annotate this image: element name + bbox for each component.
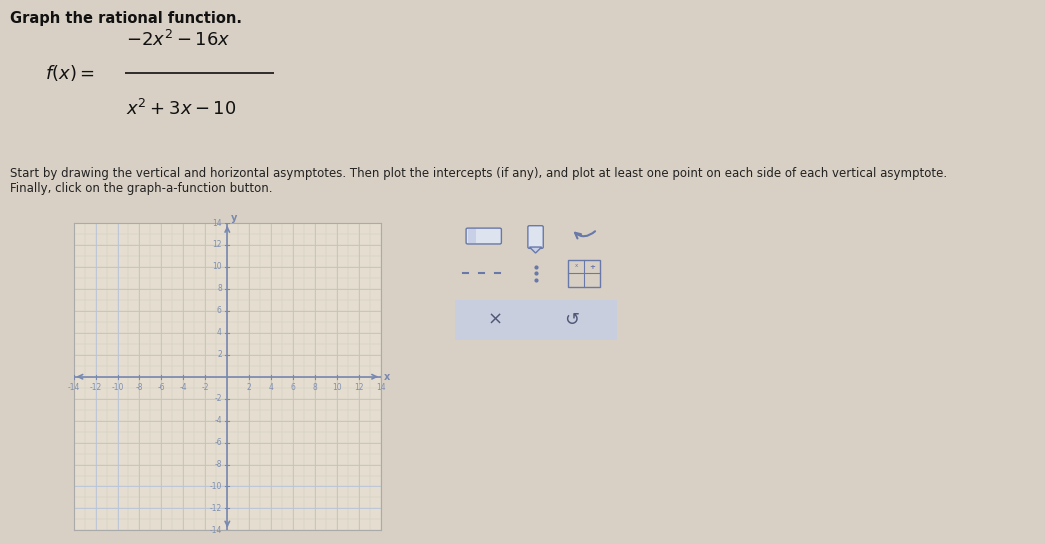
Text: 2: 2: [247, 384, 252, 392]
Text: -14: -14: [68, 384, 79, 392]
Text: $-2x^2-16x$: $-2x^2-16x$: [126, 30, 231, 50]
Text: y: y: [231, 213, 237, 223]
Text: -6: -6: [158, 384, 165, 392]
Text: x: x: [575, 263, 578, 268]
Text: 8: 8: [217, 285, 222, 293]
Text: -4: -4: [214, 416, 222, 425]
FancyBboxPatch shape: [466, 228, 502, 244]
Text: +: +: [589, 264, 596, 270]
Text: 2: 2: [217, 350, 222, 359]
Text: ↺: ↺: [563, 311, 579, 329]
Text: -6: -6: [214, 438, 222, 447]
FancyBboxPatch shape: [528, 226, 543, 249]
Text: 14: 14: [376, 384, 386, 392]
Text: 4: 4: [217, 329, 222, 337]
Text: 14: 14: [212, 219, 222, 227]
Text: $x^2+3x-10$: $x^2+3x-10$: [126, 99, 237, 119]
Text: 6: 6: [217, 306, 222, 316]
Text: 10: 10: [332, 384, 342, 392]
Text: -2: -2: [214, 394, 222, 403]
Text: 12: 12: [354, 384, 364, 392]
Text: -2: -2: [202, 384, 209, 392]
Text: -14: -14: [209, 526, 222, 535]
Bar: [455, 300, 617, 340]
Text: -10: -10: [112, 384, 123, 392]
Text: 12: 12: [212, 240, 222, 250]
Text: 8: 8: [312, 384, 318, 392]
Text: Start by drawing the vertical and horizontal asymptotes. Then plot the intercept: Start by drawing the vertical and horizo…: [10, 167, 948, 195]
Text: -4: -4: [180, 384, 187, 392]
Bar: [468, 230, 477, 243]
Text: -8: -8: [136, 384, 143, 392]
Text: 4: 4: [269, 384, 274, 392]
Text: -10: -10: [209, 482, 222, 491]
Text: ×: ×: [488, 311, 503, 329]
Polygon shape: [530, 247, 541, 253]
Text: $f(x)=$: $f(x)=$: [45, 63, 95, 83]
Text: -12: -12: [90, 384, 101, 392]
Text: x: x: [385, 372, 391, 382]
Text: 6: 6: [291, 384, 296, 392]
Text: -12: -12: [210, 504, 222, 513]
Text: Graph the rational function.: Graph the rational function.: [10, 11, 242, 26]
Text: 10: 10: [212, 262, 222, 271]
Text: -8: -8: [214, 460, 222, 469]
